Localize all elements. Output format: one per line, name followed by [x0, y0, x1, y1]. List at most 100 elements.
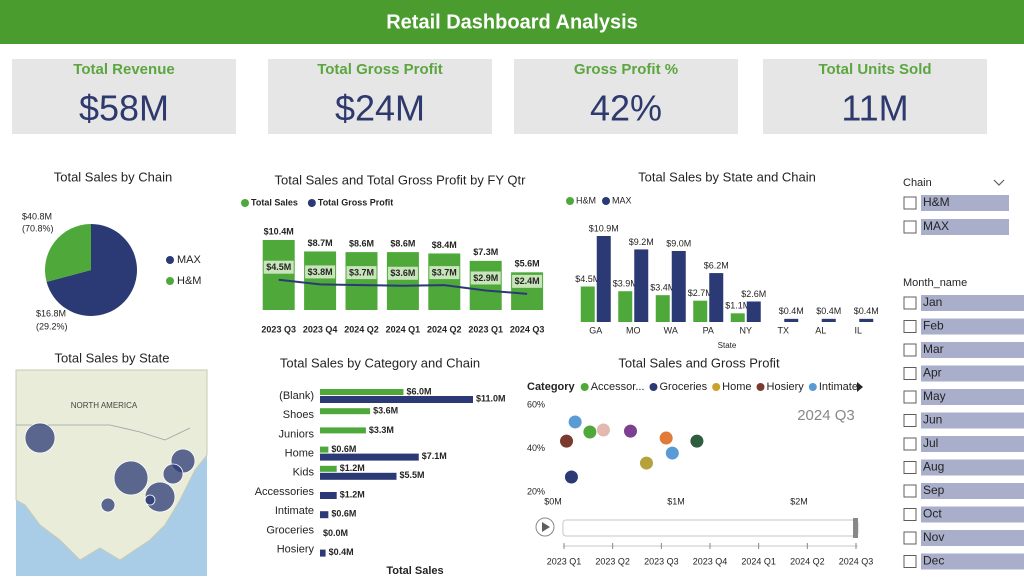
kpi-row: Total Revenue $58M Total Gross Profit $2… — [12, 59, 987, 134]
value-label: $2.7M — [688, 288, 713, 298]
slicer-item-bg[interactable] — [921, 295, 1024, 311]
slicer-checkbox[interactable] — [903, 320, 917, 333]
slicer-item[interactable]: Nov — [923, 530, 944, 544]
legend-title: Category — [527, 381, 576, 393]
bar — [304, 251, 337, 310]
slicer-item-bg[interactable] — [921, 342, 1024, 358]
play-label: 2024 Q1 — [741, 556, 776, 566]
bar — [320, 472, 397, 480]
legend-marker — [602, 197, 610, 205]
value-label-bg — [305, 265, 336, 279]
legend-marker — [756, 383, 765, 391]
value-label: $8.6M — [390, 238, 415, 248]
slicer-item-bg[interactable] — [921, 459, 1024, 476]
slicer-item-bg[interactable] — [921, 530, 1024, 546]
bar — [580, 286, 595, 322]
slicer-item-bg[interactable] — [921, 365, 1024, 382]
slicer-checkbox[interactable] — [903, 367, 917, 380]
value-label: $0.6M — [331, 509, 356, 519]
slicer-item[interactable]: Jul — [923, 436, 938, 450]
bar — [320, 511, 329, 519]
bar — [320, 389, 404, 395]
value-label: $0.0M — [323, 528, 348, 538]
value-label: $3.8M — [308, 267, 333, 277]
slicer-checkbox[interactable] — [903, 555, 917, 568]
slicer-item[interactable]: MAX — [923, 219, 949, 233]
slicer-item-bg[interactable] — [921, 436, 1024, 452]
bar — [320, 453, 419, 461]
slicer-item[interactable]: Apr — [923, 366, 942, 380]
legend-marker — [808, 383, 817, 391]
slicer-item[interactable]: Oct — [923, 507, 942, 521]
value-label: $3.7M — [432, 267, 457, 277]
value-label: $4.5M — [266, 262, 291, 272]
x-tick-label: $2M — [790, 496, 808, 506]
play-track[interactable] — [562, 519, 859, 537]
slicer-item[interactable]: Feb — [923, 319, 944, 333]
slicer-item-bg[interactable] — [921, 412, 1024, 429]
slicer-item-bg[interactable] — [921, 195, 1009, 211]
x-tick-label: IL — [854, 325, 862, 335]
slicer-item-bg[interactable] — [921, 318, 1024, 335]
map-bubble — [24, 422, 56, 454]
slicer-item-bg[interactable] — [921, 219, 1009, 235]
slicer-item-bg[interactable] — [921, 483, 1024, 499]
bar — [320, 465, 337, 472]
slicer-item[interactable]: H&M — [923, 195, 950, 209]
slicer-item-bg[interactable] — [921, 389, 1024, 405]
y-tick-label: 20% — [527, 486, 545, 496]
slicer-checkbox[interactable] — [903, 343, 917, 357]
y-tick-label: (Blank) — [279, 390, 314, 402]
header-bar — [0, 0, 1024, 44]
value-label: $3.6M — [373, 406, 398, 416]
x-tick-label: 2024 Q2 — [427, 324, 462, 334]
value-label: $3.9M — [613, 279, 638, 289]
slicer-chevron[interactable] — [993, 179, 1005, 186]
slicer-item-bg[interactable] — [921, 506, 1024, 523]
bar — [320, 549, 326, 557]
slicer-item[interactable]: Mar — [923, 342, 944, 356]
slicer-checkbox[interactable] — [903, 220, 917, 234]
legend-scroll-arrow[interactable] — [857, 382, 863, 392]
x-tick-label: 2024 Q1 — [386, 324, 421, 334]
slicer-checkbox[interactable] — [903, 296, 917, 310]
legend-marker — [649, 383, 658, 391]
slicer-checkbox[interactable] — [903, 461, 917, 474]
pie-slice — [45, 224, 91, 282]
x-axis-label: State — [718, 341, 737, 350]
value-label-bg — [387, 266, 418, 280]
slicer-item-bg[interactable] — [921, 553, 1024, 570]
slicer-item[interactable]: Aug — [923, 460, 944, 474]
value-label-bg — [512, 274, 543, 288]
slicer-checkbox[interactable] — [903, 196, 917, 210]
slicer-item[interactable]: Jun — [923, 413, 942, 427]
value-label: $7.1M — [422, 451, 447, 461]
bar — [320, 408, 371, 415]
value-label-bg — [429, 266, 460, 280]
y-tick-label: Juniors — [279, 428, 315, 440]
slicer-checkbox[interactable] — [903, 390, 917, 404]
kpi-card — [514, 59, 738, 134]
x-tick-label: 2024 Q2 — [344, 324, 379, 334]
legend-marker — [241, 199, 249, 207]
slicer-checkbox[interactable] — [903, 531, 917, 545]
value-label: $8.6M — [349, 238, 374, 248]
slicer-item[interactable]: Dec — [923, 554, 944, 568]
slicer-checkbox[interactable] — [903, 508, 917, 521]
slicer-checkbox[interactable] — [903, 414, 917, 427]
point — [639, 456, 653, 470]
bar — [655, 295, 670, 322]
kpi-value: $24M — [335, 88, 425, 129]
slicer-item[interactable]: Sep — [923, 483, 945, 497]
kpi-card — [763, 59, 987, 134]
slicer-title: Month_name — [903, 277, 967, 289]
slicer-checkbox[interactable] — [903, 484, 917, 498]
value-label: $2.9M — [473, 273, 498, 283]
bar — [596, 236, 611, 322]
slicer-checkbox[interactable] — [903, 437, 917, 451]
slicer-item[interactable]: Jan — [923, 295, 942, 309]
slicer-item[interactable]: May — [923, 389, 946, 403]
play-thumb[interactable] — [853, 518, 858, 538]
line — [278, 278, 528, 295]
